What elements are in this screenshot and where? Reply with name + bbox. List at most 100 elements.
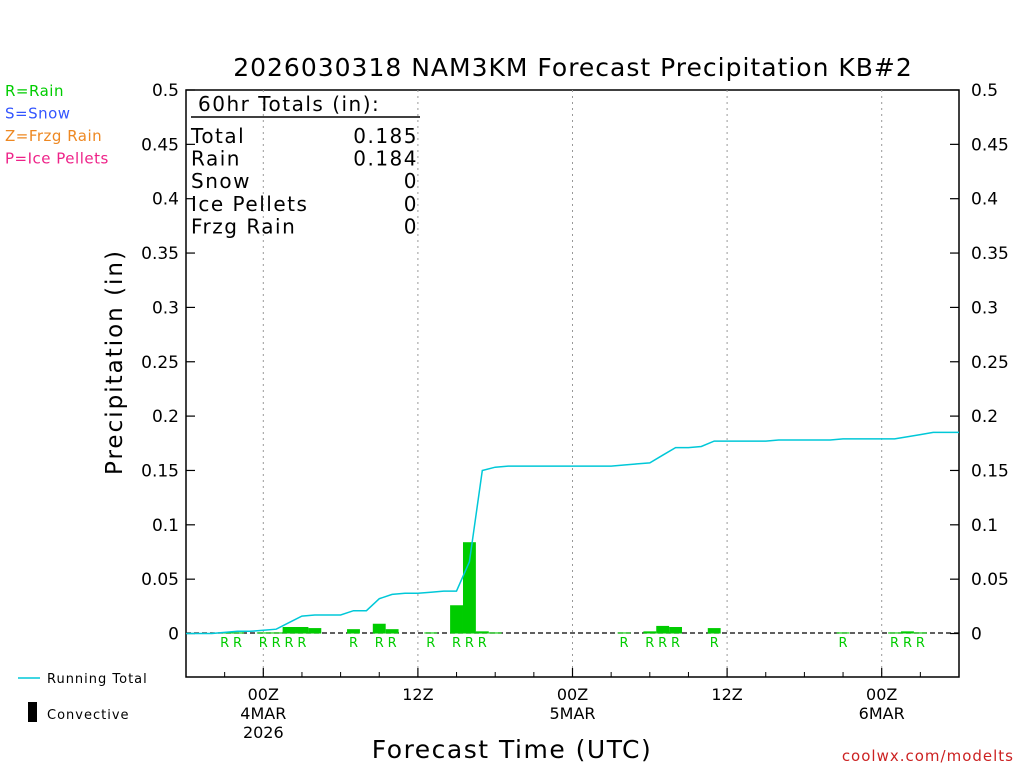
rain-bar [617,632,631,634]
x-tick-label: 00Z [248,685,279,704]
totals-row-label: Rain [191,147,241,171]
ptype-label: R [349,636,358,651]
convective-legend-swatch [28,702,37,722]
rain-bar [385,629,399,634]
ptype-label: R [259,636,268,651]
y-tick-label: 0.3 [152,298,179,318]
ptype-label: R [710,636,719,651]
y-tick-label: 0.35 [971,244,1009,264]
totals-row-label: Frzg Rain [191,214,296,238]
y-tick-label: 0.2 [152,407,179,427]
ptype-label: R [297,636,306,651]
y-tick-label: 0.45 [971,135,1009,155]
rain-bar [269,632,283,634]
rain-bar [308,628,322,634]
y-tick-label: 0 [168,625,179,645]
totals-row-label: Total [190,124,245,148]
y-tick-label: 0.5 [971,81,998,101]
ptype-label: R [620,636,629,651]
x-tick-label: 6MAR [859,704,905,723]
grid-lines [262,90,883,677]
ptype-label: R [220,636,229,651]
rain-bar [347,629,360,634]
ptype-legend-item: P=Ice Pellets [5,150,109,168]
totals-header: 60hr Totals (in): [198,92,380,116]
totals-row-value: 0.185 [353,124,418,148]
rain-bar [643,631,657,634]
rain-bar [256,632,270,634]
rain-bar [295,626,309,634]
y-tick-label: 0.05 [141,570,179,590]
ptype-label: R [426,636,435,651]
ptype-label: R [658,636,667,651]
rain-bar [656,625,670,634]
y-tick-label: 0.5 [152,81,179,101]
rain-bar [901,631,914,634]
x-axis-title: Forecast Time (UTC) [372,735,652,764]
x-tick-label: 12Z [711,685,742,704]
y-tick-label: 0 [971,625,982,645]
x-tick-label: 4MAR [240,704,286,723]
x-tick-label: 00Z [557,685,588,704]
rain-bar [372,623,386,634]
convective-legend-label: Convective [47,708,130,723]
rain-bar [450,605,463,634]
running-total-legend-label: Running Total [47,672,148,687]
totals-row-value: 0 [404,169,418,193]
rain-bar [462,542,476,634]
ptype-label: R [388,636,397,651]
y-tick-label: 0.2 [971,407,998,427]
ptype-label: R [671,636,680,651]
y-tick-label: 0.4 [152,190,179,210]
credit-text: coolwx.com/modelts [842,747,1014,765]
ptype-label: R [890,636,899,651]
x-tick-label: 12Z [402,685,433,704]
ptype-label: R [478,636,487,651]
y-axis-title: Precipitation (in) [102,249,128,475]
ptype-label: R [645,636,654,651]
y-axis-right: 0 0.05 0.1 0.15 0.2 0.25 0.3 0.35 0.4 0.45 0.5 [950,81,1009,645]
ptype-label: R [233,636,242,651]
y-tick-label: 0.25 [141,353,179,373]
totals-row-value: 0 [404,192,418,216]
rain-bar [231,632,244,634]
rain-bar [669,626,683,634]
y-tick-label: 0.25 [971,353,1009,373]
running-total-line [186,431,959,635]
rain-bar [913,632,927,634]
totals-row-value: 0 [404,214,418,238]
rain-bar [488,632,502,634]
y-tick-label: 0.1 [971,516,998,536]
chart-title: 2026030318 NAM3KM Forecast Precipitation… [233,53,913,82]
ptype-legend: R=Rain S=Snow Z=Frzg Rain P=Ice Pellets [5,82,109,168]
rain-bar [282,626,296,634]
totals-box: 60hr Totals (in): Total 0.185 Rain 0.184 Sno… [190,92,420,238]
ptype-label: R [903,636,912,651]
ptype-label: R [375,636,384,651]
totals-row-label: Ice Pellets [191,192,308,216]
ptype-label: R [452,636,461,651]
y-tick-label: 0.1 [152,516,179,536]
y-tick-label: 0.35 [141,244,179,264]
ptype-label: R [272,636,281,651]
x-tick-label: 2026 [243,723,284,742]
y-axis-left: 0 0.05 0.1 0.15 0.2 0.25 0.3 0.35 0.4 0.45 0.5 [141,81,195,645]
ptype-legend-item: S=Snow [5,105,71,123]
y-tick-label: 0.05 [971,570,1009,590]
ptype-legend-item: Z=Frzg Rain [5,127,102,145]
y-tick-label: 0.15 [971,461,1009,481]
ptype-legend-item: R=Rain [5,82,64,100]
totals-row-value: 0.184 [353,147,418,171]
rain-bars [218,542,927,634]
y-tick-label: 0.3 [971,298,998,318]
x-tick-label: 00Z [866,685,897,704]
rain-bar [836,632,850,634]
ptype-label: R [839,636,848,651]
x-tick-label: 5MAR [549,704,595,723]
rain-bar [888,632,902,634]
ptype-label: R [465,636,474,651]
y-tick-label: 0.15 [141,461,179,481]
